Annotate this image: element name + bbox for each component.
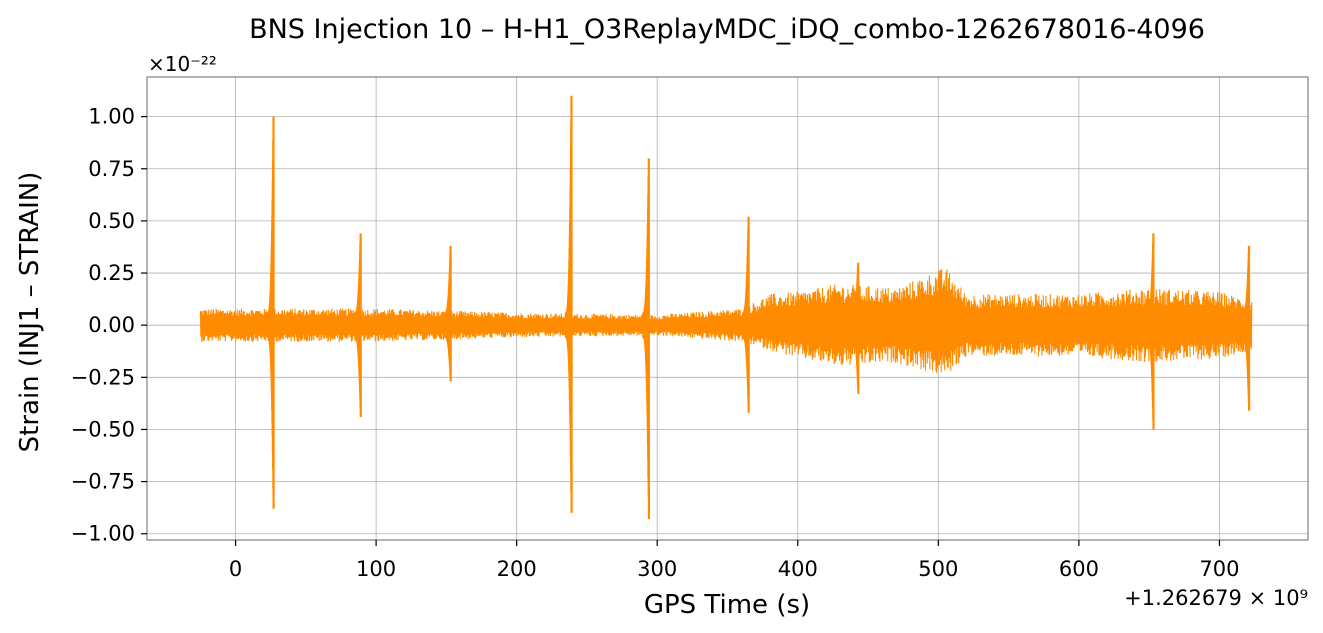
y-tick-label: 1.00 [88, 105, 135, 129]
x-tick-label: 700 [1199, 557, 1239, 581]
injection-spike [1242, 245, 1251, 411]
injection-spike [353, 233, 362, 417]
injection-spike [851, 262, 860, 395]
injection-spike [1146, 233, 1155, 430]
x-tick-label: 100 [356, 557, 396, 581]
injection-spike [642, 158, 650, 520]
x-tick-label: 0 [229, 557, 242, 581]
x-tick-label: 500 [918, 557, 958, 581]
y-tick-label: −0.25 [71, 365, 135, 389]
strain-trace [199, 269, 1253, 374]
series-strain [199, 95, 1253, 520]
x-tick-label: 200 [497, 557, 537, 581]
y-axis-label: Strain (INJ1 – STRAIN) [15, 172, 45, 453]
y-tick-label: 0.00 [88, 313, 135, 337]
y-scale-label: ×10⁻²² [148, 52, 217, 76]
chart-title: BNS Injection 10 – H-H1_O3ReplayMDC_iDQ_… [249, 14, 1205, 45]
x-tick-label: 300 [637, 557, 677, 581]
x-offset-label: +1.262679 × 10⁹ [1124, 586, 1308, 610]
plot-frame [146, 76, 1309, 541]
x-axis-label: GPS Time (s) [644, 590, 810, 620]
injection-spike [741, 216, 750, 413]
y-tick-label: 0.75 [88, 157, 135, 181]
injection-spike [564, 95, 573, 513]
y-tick-label: −1.00 [71, 522, 135, 546]
y-tick-label: −0.50 [71, 417, 135, 441]
axis-ticks: 0 100 200 300 400 500 600 700 1.00 0.75 0.50 0.25 0.… [71, 105, 1240, 581]
x-tick-label: 400 [778, 557, 818, 581]
x-tick-label: 600 [1059, 557, 1099, 581]
y-tick-label: 0.50 [88, 209, 135, 233]
injection-spike [266, 116, 275, 509]
injection-spike [443, 245, 452, 382]
y-tick-label: 0.25 [88, 261, 135, 285]
y-tick-label: −0.75 [71, 470, 135, 494]
